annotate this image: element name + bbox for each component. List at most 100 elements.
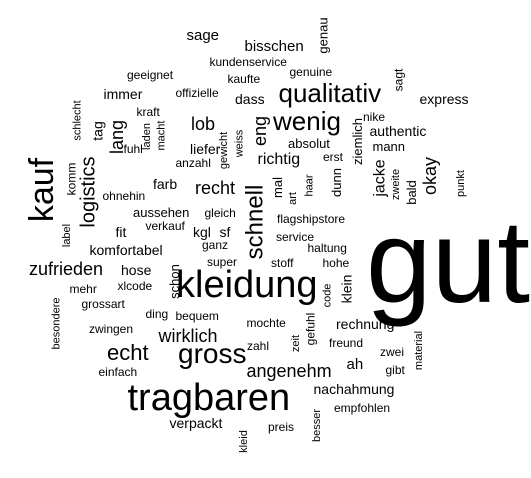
- word: absolut: [288, 135, 330, 151]
- word: zeit: [289, 334, 302, 352]
- word: anzahl: [175, 156, 211, 170]
- word: komfortabel: [89, 242, 163, 258]
- word: xlcode: [117, 279, 153, 293]
- word: zwei: [380, 345, 405, 359]
- word: fit: [115, 224, 127, 240]
- word: hose: [121, 262, 152, 278]
- word: mehr: [69, 282, 97, 296]
- word: aussehen: [133, 204, 190, 220]
- word: genuine: [289, 65, 333, 79]
- word: farb: [153, 176, 178, 192]
- word: nike: [363, 110, 386, 124]
- word: weiss: [233, 129, 246, 157]
- word: punkt: [454, 169, 467, 197]
- word: material: [412, 330, 425, 370]
- word: kgl: [193, 224, 211, 240]
- word: fuhl: [123, 142, 143, 156]
- word: verpackt: [169, 415, 223, 431]
- word: ohnehin: [102, 189, 146, 203]
- word: zweite: [389, 168, 402, 200]
- word: dass: [235, 91, 265, 107]
- word: erst: [323, 150, 344, 164]
- word: kraft: [136, 105, 160, 119]
- word: zwingen: [89, 322, 134, 336]
- word: haltung: [307, 241, 347, 255]
- word: besser: [310, 408, 323, 442]
- word: grossart: [81, 297, 125, 311]
- word: stoff: [271, 256, 294, 270]
- word: immer: [103, 86, 143, 102]
- word: eng: [250, 115, 271, 147]
- word: richtig: [257, 151, 301, 168]
- word: authentic: [369, 123, 427, 139]
- word: besondere: [50, 297, 63, 349]
- word: liefer: [190, 141, 221, 157]
- word: dunn: [328, 167, 344, 197]
- word: angenehm: [246, 361, 332, 381]
- word: qualitativ: [278, 78, 382, 108]
- word: nachahmung: [313, 381, 395, 397]
- word: ganz: [202, 238, 229, 252]
- word: komm: [63, 162, 78, 196]
- word: hohe: [322, 256, 350, 270]
- word: sagt: [390, 68, 405, 92]
- word: label: [60, 223, 73, 247]
- word: flagshipstore: [277, 212, 346, 226]
- word: geeignet: [127, 68, 174, 82]
- word: ziemlich: [349, 117, 365, 165]
- word: schlecht: [71, 99, 84, 141]
- word: bisschen: [244, 37, 304, 55]
- word: gefuhl: [302, 312, 317, 346]
- word: gleich: [204, 206, 236, 220]
- word: art: [286, 191, 299, 205]
- word: kauf: [23, 157, 62, 223]
- word: freund: [329, 336, 364, 350]
- word: lob: [191, 114, 216, 134]
- word: klein: [337, 274, 354, 304]
- word: kleid: [237, 429, 250, 453]
- word: code: [321, 283, 334, 307]
- word: haar: [303, 173, 316, 197]
- word: kaufte: [227, 72, 261, 86]
- word: recht: [195, 178, 236, 198]
- word: gut: [366, 196, 531, 328]
- word: offizielle: [175, 86, 219, 100]
- word: tag: [89, 121, 106, 141]
- word: laden: [140, 122, 153, 150]
- word: echt: [107, 340, 149, 365]
- word: service: [276, 230, 315, 244]
- word: schon: [166, 263, 182, 299]
- word: ding: [145, 307, 169, 321]
- word: genau: [315, 16, 331, 54]
- word: schnell: [240, 184, 268, 260]
- word: preis: [268, 420, 295, 434]
- word: kundenservice: [209, 55, 287, 69]
- word: rechnung: [336, 316, 395, 332]
- word: bald: [403, 179, 419, 205]
- word: sf: [219, 224, 231, 240]
- word: tragbaren: [127, 377, 291, 419]
- word: ah: [346, 355, 364, 373]
- word: empfohlen: [334, 401, 391, 415]
- word: sage: [186, 26, 220, 44]
- word: zufrieden: [29, 259, 104, 279]
- word: zahl: [247, 339, 270, 353]
- word: gibt: [385, 363, 405, 377]
- word: mal: [269, 176, 285, 198]
- word: express: [419, 91, 469, 107]
- word: okay: [420, 156, 441, 196]
- word: wenig: [273, 106, 341, 136]
- word: verkauf: [145, 219, 185, 233]
- word: gewicht: [217, 131, 230, 169]
- word: gross: [178, 338, 247, 369]
- word: kleidung: [176, 264, 318, 306]
- word: mochte: [246, 316, 286, 330]
- word: jacke: [371, 159, 389, 197]
- word: logistics: [77, 156, 100, 228]
- word: wirklich: [158, 326, 218, 346]
- word: einfach: [98, 365, 138, 379]
- word: super: [207, 255, 238, 269]
- word: bequem: [175, 309, 219, 323]
- word: macht: [155, 120, 168, 150]
